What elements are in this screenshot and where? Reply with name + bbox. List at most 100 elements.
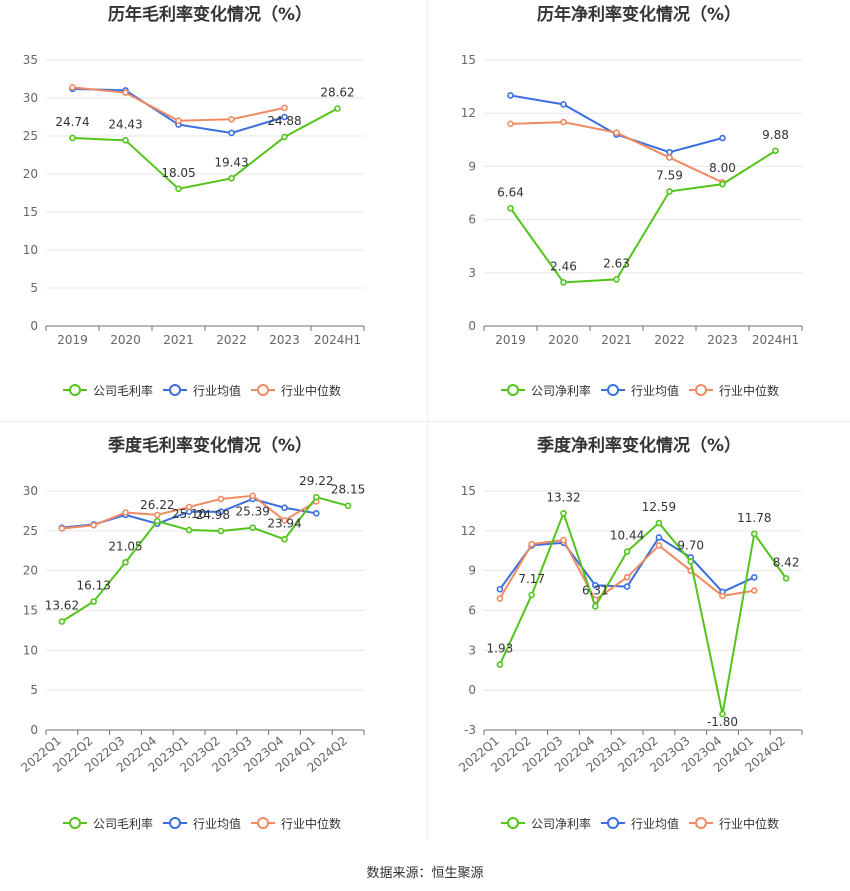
data-label: 2.46	[550, 259, 577, 273]
data-point	[154, 511, 161, 519]
data-point	[666, 154, 673, 161]
y-tick-label: -3	[464, 723, 476, 737]
series-line-0	[72, 107, 338, 190]
data-point	[281, 133, 288, 141]
legend-marker-icon	[169, 384, 181, 396]
chart-title: 历年净利率变化情况（%）	[537, 4, 741, 25]
data-point	[249, 492, 256, 500]
y-tick-label: 35	[23, 53, 38, 67]
data-point	[687, 558, 695, 565]
legend-label: 行业均值	[193, 383, 241, 398]
chart-3: 季度毛利率变化情况（%）0510152025302022Q12022Q22022…	[18, 435, 365, 831]
data-point	[719, 710, 726, 718]
data-point	[591, 581, 599, 589]
data-label: 7.59	[656, 168, 683, 182]
data-point	[719, 134, 726, 142]
data-point	[772, 147, 779, 155]
y-tick-label: 15	[23, 205, 38, 219]
data-label: 10.44	[610, 529, 644, 543]
y-tick-label: 0	[468, 683, 476, 697]
legend-marker-icon	[695, 817, 707, 829]
data-point	[122, 509, 129, 516]
data-point	[175, 117, 182, 125]
y-tick-label: 10	[23, 643, 38, 657]
x-tick-label: 2021	[163, 333, 194, 347]
legend-item[interactable]: 行业中位数	[689, 816, 779, 831]
data-point	[69, 134, 76, 142]
data-point	[122, 89, 129, 96]
data-point	[122, 559, 129, 566]
data-point	[613, 129, 620, 137]
data-point	[507, 92, 514, 99]
chart-title: 历年毛利率变化情况（%）	[108, 4, 312, 25]
data-label: 12.59	[642, 500, 676, 514]
data-label: 13.32	[546, 490, 580, 504]
legend-marker-icon	[507, 384, 519, 396]
legend-label: 公司毛利率	[93, 383, 153, 398]
y-tick-label: 20	[23, 564, 38, 578]
data-label: 26.22	[140, 498, 174, 512]
legend-item[interactable]: 行业均值	[163, 816, 241, 831]
legend-item[interactable]: 公司毛利率	[63, 383, 153, 398]
legend-item[interactable]: 行业均值	[601, 383, 679, 398]
data-point	[344, 502, 352, 510]
data-point	[750, 530, 758, 538]
data-label: 2.63	[603, 256, 630, 270]
legend-marker-icon	[69, 817, 81, 829]
y-tick-label: 15	[461, 53, 476, 67]
data-point	[58, 525, 66, 532]
data-label: 24.98	[196, 508, 230, 522]
data-label: 6.31	[582, 583, 609, 597]
data-point	[217, 495, 225, 503]
data-label: -1.80	[707, 715, 738, 729]
data-point	[655, 519, 663, 527]
data-point	[312, 493, 320, 501]
legend-label: 行业均值	[193, 816, 241, 831]
legend-item[interactable]: 行业中位数	[689, 383, 779, 398]
legend-marker-icon	[169, 817, 181, 829]
data-point	[623, 574, 631, 581]
data-point	[90, 598, 97, 605]
legend-label: 公司净利率	[531, 383, 591, 398]
chart-2: 历年净利率变化情况（%） 0 3 6 9 12 15 2019 2020 2021 2022 2023…	[461, 4, 803, 398]
legend-item[interactable]: 行业中位数	[251, 383, 341, 398]
legend-marker-icon	[69, 384, 81, 396]
data-point	[507, 120, 514, 128]
y-tick-label: 0	[30, 319, 38, 333]
data-point	[560, 101, 567, 108]
data-label: 28.15	[331, 483, 365, 497]
y-tick-label: 3	[468, 266, 476, 280]
legend-label: 行业均值	[631, 383, 679, 398]
y-tick-label: 0	[30, 723, 38, 737]
legend-item[interactable]: 公司净利率	[501, 816, 591, 831]
legend-label: 行业中位数	[719, 816, 779, 831]
series-line-2	[72, 86, 285, 122]
y-tick-label: 9	[468, 564, 476, 578]
data-point	[613, 276, 620, 283]
data-label: 23.94	[267, 516, 301, 530]
data-label: 1.93	[487, 642, 514, 656]
data-label: 25.10	[172, 507, 206, 521]
data-point	[507, 204, 514, 212]
legend-item[interactable]: 行业均值	[601, 816, 679, 831]
data-point	[58, 618, 66, 625]
legend-item[interactable]: 公司净利率	[501, 383, 591, 398]
y-tick-label: 6	[468, 213, 476, 227]
data-label: 24.43	[108, 117, 142, 131]
x-tick-label: 2024H1	[752, 333, 799, 347]
legend-item[interactable]: 公司毛利率	[63, 816, 153, 831]
data-point	[154, 517, 161, 525]
data-point	[249, 524, 256, 532]
data-source-note: 数据来源：恒生聚源	[366, 866, 484, 881]
legend-item[interactable]: 行业均值	[163, 383, 241, 398]
data-label: 28.62	[320, 85, 354, 99]
legend-item[interactable]: 行业中位数	[251, 816, 341, 831]
data-point	[528, 540, 536, 548]
data-point	[185, 526, 193, 534]
data-label: 11.78	[737, 511, 771, 525]
data-point	[175, 185, 182, 193]
legend-label: 公司毛利率	[93, 816, 153, 831]
data-point	[719, 592, 726, 600]
